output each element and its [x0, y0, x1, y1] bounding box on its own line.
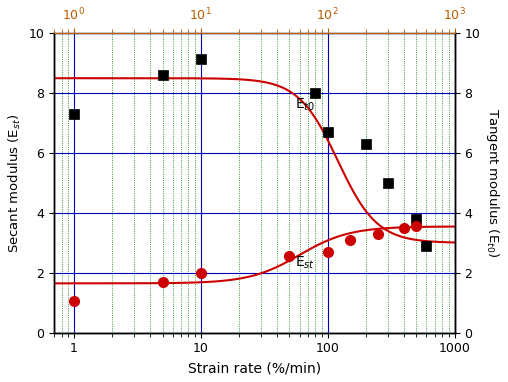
X-axis label: Strain rate (%/min): Strain rate (%/min) [188, 361, 321, 375]
Y-axis label: Tangent modulus (E$_{t0}$): Tangent modulus (E$_{t0}$) [484, 108, 501, 258]
Y-axis label: Secant modulus (E$_{st}$): Secant modulus (E$_{st}$) [7, 113, 23, 253]
Text: E$_{st}$: E$_{st}$ [295, 255, 315, 271]
Text: E$_{t0}$: E$_{t0}$ [295, 96, 315, 113]
